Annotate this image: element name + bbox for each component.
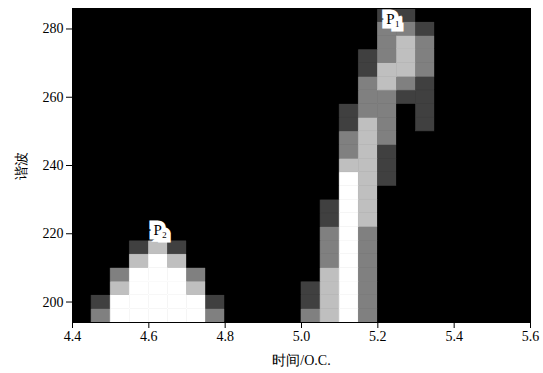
svg-text:200: 200: [43, 295, 64, 310]
svg-text:时间/O.C.: 时间/O.C.: [272, 353, 330, 368]
svg-text:5.4: 5.4: [445, 329, 463, 344]
svg-text:P₂: P₂: [153, 222, 167, 238]
svg-text:240: 240: [43, 158, 64, 173]
svg-text:5.2: 5.2: [369, 329, 387, 344]
svg-text:5.6: 5.6: [522, 329, 540, 344]
svg-text:4.6: 4.6: [140, 329, 158, 344]
svg-text:260: 260: [43, 90, 64, 105]
svg-text:5.0: 5.0: [293, 329, 311, 344]
svg-text:P₁: P₁: [386, 11, 400, 27]
svg-text:4.4: 4.4: [64, 329, 82, 344]
svg-text:220: 220: [43, 226, 64, 241]
svg-text:4.8: 4.8: [216, 329, 234, 344]
svg-text:280: 280: [43, 21, 64, 36]
svg-text:谐波: 谐波: [14, 152, 29, 180]
